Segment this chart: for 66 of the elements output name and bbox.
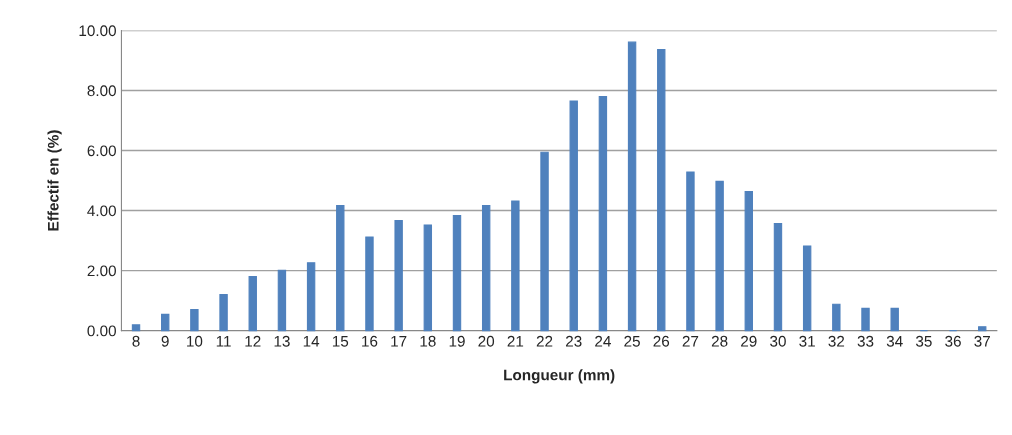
y-axis-title: Effectif en (%) bbox=[47, 130, 62, 231]
x-tick-label: 17 bbox=[391, 336, 407, 347]
x-tick-label: 27 bbox=[682, 335, 699, 347]
x-tick-label: 11 bbox=[216, 336, 231, 347]
bar bbox=[336, 204, 345, 332]
x-tick-label: 8 bbox=[132, 335, 140, 347]
bar bbox=[773, 222, 783, 332]
x-tick-label: 30 bbox=[770, 335, 786, 347]
x-tick-label: 32 bbox=[828, 335, 845, 347]
bar bbox=[540, 151, 549, 332]
bar bbox=[219, 294, 228, 332]
y-tick-label: 0.00 bbox=[87, 325, 116, 337]
bar bbox=[890, 307, 899, 332]
x-tick-label: 25 bbox=[624, 335, 640, 347]
x-tick-label: 16 bbox=[362, 335, 378, 347]
x-tick-label: 14 bbox=[303, 336, 320, 347]
x-tick-label: 29 bbox=[741, 335, 757, 347]
bar bbox=[277, 269, 287, 332]
x-tick-label: 13 bbox=[274, 335, 290, 347]
bar bbox=[715, 180, 724, 332]
bar bbox=[481, 204, 491, 332]
x-tick-label: 20 bbox=[478, 335, 495, 347]
x-tick-label: 28 bbox=[711, 335, 728, 347]
x-tick-label: 9 bbox=[161, 335, 169, 347]
bar bbox=[365, 236, 374, 332]
x-tick-label: 21 bbox=[507, 335, 524, 347]
x-tick-label: 18 bbox=[420, 335, 436, 347]
x-tick-label: 24 bbox=[595, 335, 611, 347]
y-tick-label: 4.00 bbox=[87, 205, 116, 217]
x-tick-label: 12 bbox=[245, 335, 261, 347]
x-tick-label: 19 bbox=[449, 335, 465, 347]
bar bbox=[306, 262, 316, 332]
bar bbox=[131, 324, 141, 332]
bar bbox=[452, 215, 462, 332]
bar bbox=[598, 95, 608, 332]
x-tick-label: 23 bbox=[565, 335, 582, 347]
x-tick-label: 31 bbox=[799, 335, 815, 347]
bar bbox=[832, 303, 841, 332]
bar bbox=[511, 200, 520, 332]
y-tick-label: 8.00 bbox=[87, 85, 116, 97]
x-tick-label: 33 bbox=[857, 335, 874, 347]
x-axis-title: Longueur (mm) bbox=[504, 369, 615, 384]
bar bbox=[657, 49, 666, 332]
bar bbox=[744, 191, 753, 332]
bar bbox=[248, 276, 257, 332]
y-tick-label: 2.00 bbox=[87, 265, 116, 277]
bar bbox=[423, 224, 433, 332]
x-tick-label: 15 bbox=[332, 336, 349, 347]
x-tick-label: 35 bbox=[915, 335, 932, 347]
bar bbox=[861, 307, 870, 332]
x-tick-label: 26 bbox=[653, 335, 670, 347]
x-tick-label: 22 bbox=[536, 335, 553, 347]
bar bbox=[627, 41, 637, 332]
bar bbox=[802, 245, 812, 332]
x-tick-label: 36 bbox=[945, 335, 961, 347]
y-tick-label: 6.00 bbox=[87, 145, 116, 157]
bar bbox=[190, 309, 199, 332]
bar bbox=[686, 171, 695, 332]
x-tick-label: 34 bbox=[886, 335, 903, 347]
y-tick-label: 10.00 bbox=[79, 25, 116, 37]
bar bbox=[978, 326, 987, 332]
bar bbox=[394, 219, 403, 332]
x-tick-label: 10 bbox=[187, 335, 203, 347]
bar bbox=[569, 100, 578, 332]
x-tick-label: 37 bbox=[974, 335, 990, 347]
bar bbox=[161, 313, 170, 332]
